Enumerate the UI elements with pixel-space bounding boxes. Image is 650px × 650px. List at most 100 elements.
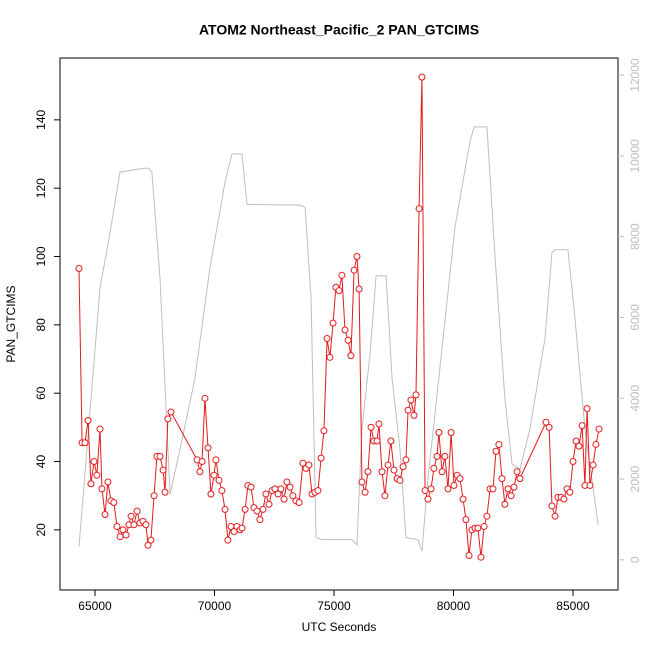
plot-frame bbox=[59, 57, 619, 591]
data-point bbox=[289, 492, 297, 500]
x-tick-label: 80000 bbox=[437, 599, 471, 613]
data-point bbox=[381, 492, 389, 500]
data-point bbox=[569, 458, 577, 466]
data-point bbox=[586, 481, 594, 489]
x-axis-label: UTC Seconds bbox=[302, 620, 377, 634]
y2-tick-label: 2000 bbox=[628, 465, 642, 492]
data-point bbox=[583, 405, 591, 413]
data-point bbox=[418, 73, 426, 81]
data-point bbox=[353, 253, 361, 261]
data-point bbox=[93, 471, 101, 479]
data-point bbox=[326, 353, 334, 361]
data-point bbox=[280, 495, 288, 503]
data-point bbox=[87, 480, 95, 488]
data-point bbox=[144, 541, 152, 549]
data-point bbox=[247, 483, 255, 491]
data-point bbox=[101, 510, 109, 518]
data-point bbox=[262, 490, 270, 498]
data-point bbox=[462, 516, 470, 524]
data-point bbox=[210, 471, 218, 479]
data-point bbox=[399, 463, 407, 471]
y-tick-label: 80 bbox=[34, 318, 48, 332]
data-point bbox=[150, 492, 158, 500]
data-point bbox=[212, 456, 220, 464]
data-point bbox=[314, 487, 322, 495]
data-point bbox=[127, 512, 135, 520]
data-point bbox=[218, 487, 226, 495]
data-point bbox=[492, 447, 500, 455]
data-point bbox=[355, 285, 363, 293]
data-point bbox=[578, 422, 586, 430]
data-point bbox=[204, 444, 212, 452]
x-tick-label: 85000 bbox=[556, 599, 590, 613]
data-point bbox=[542, 418, 550, 426]
data-point bbox=[207, 490, 215, 498]
data-point bbox=[430, 464, 438, 472]
y2-tick-label: 6000 bbox=[628, 304, 642, 331]
data-point bbox=[373, 437, 381, 445]
data-point bbox=[415, 205, 423, 213]
data-point bbox=[459, 495, 467, 503]
data-point bbox=[295, 499, 303, 507]
data-point bbox=[361, 488, 369, 496]
series-line bbox=[78, 77, 600, 558]
data-point bbox=[592, 440, 600, 448]
data-point bbox=[130, 521, 138, 529]
data-point bbox=[142, 521, 150, 529]
data-point bbox=[364, 468, 372, 476]
data-point bbox=[438, 468, 446, 476]
data-point bbox=[435, 428, 443, 436]
data-point bbox=[427, 485, 435, 493]
data-point bbox=[98, 485, 106, 493]
data-point bbox=[384, 461, 392, 469]
data-point bbox=[259, 505, 267, 513]
data-point bbox=[167, 408, 175, 416]
x-tick-label: 70000 bbox=[198, 599, 232, 613]
data-point bbox=[256, 516, 264, 524]
y2-tick-label: 12000 bbox=[628, 58, 642, 92]
y-tick-label: 100 bbox=[34, 246, 48, 266]
data-point bbox=[396, 476, 404, 484]
data-point bbox=[338, 271, 346, 279]
data-point bbox=[201, 394, 209, 402]
data-point bbox=[516, 475, 524, 483]
data-point bbox=[110, 499, 118, 507]
data-point bbox=[116, 533, 124, 541]
data-point bbox=[412, 391, 420, 399]
data-point bbox=[305, 461, 313, 469]
x-tick-label: 75000 bbox=[317, 599, 351, 613]
data-point bbox=[238, 524, 246, 532]
data-point bbox=[387, 437, 395, 445]
data-point bbox=[358, 478, 366, 486]
data-point bbox=[329, 319, 337, 327]
y2-tick-label: 8000 bbox=[628, 223, 642, 250]
data-point bbox=[317, 454, 325, 462]
x-tick-label: 65000 bbox=[78, 599, 112, 613]
data-point bbox=[510, 483, 518, 491]
y-tick-label: 40 bbox=[34, 455, 48, 469]
data-point bbox=[347, 352, 355, 360]
data-point bbox=[575, 442, 583, 450]
data-point bbox=[277, 485, 285, 493]
data-point bbox=[367, 423, 375, 431]
data-point bbox=[504, 485, 512, 493]
data-point bbox=[390, 466, 398, 474]
data-point bbox=[283, 478, 291, 486]
chart-title: ATOM2 Northeast_Pacific_2 PAN_GTCIMS bbox=[199, 22, 479, 38]
data-point bbox=[147, 536, 155, 544]
data-point bbox=[75, 264, 83, 272]
series-line bbox=[78, 126, 599, 552]
data-point bbox=[507, 492, 515, 500]
data-point bbox=[551, 512, 559, 520]
data-point bbox=[447, 428, 455, 436]
data-point bbox=[164, 415, 172, 423]
data-point bbox=[560, 495, 568, 503]
data-point bbox=[545, 423, 553, 431]
y-tick-label: 20 bbox=[34, 523, 48, 537]
data-point bbox=[424, 495, 432, 503]
data-point bbox=[483, 512, 491, 520]
data-point bbox=[444, 485, 452, 493]
data-point bbox=[104, 478, 112, 486]
data-point bbox=[215, 476, 223, 484]
